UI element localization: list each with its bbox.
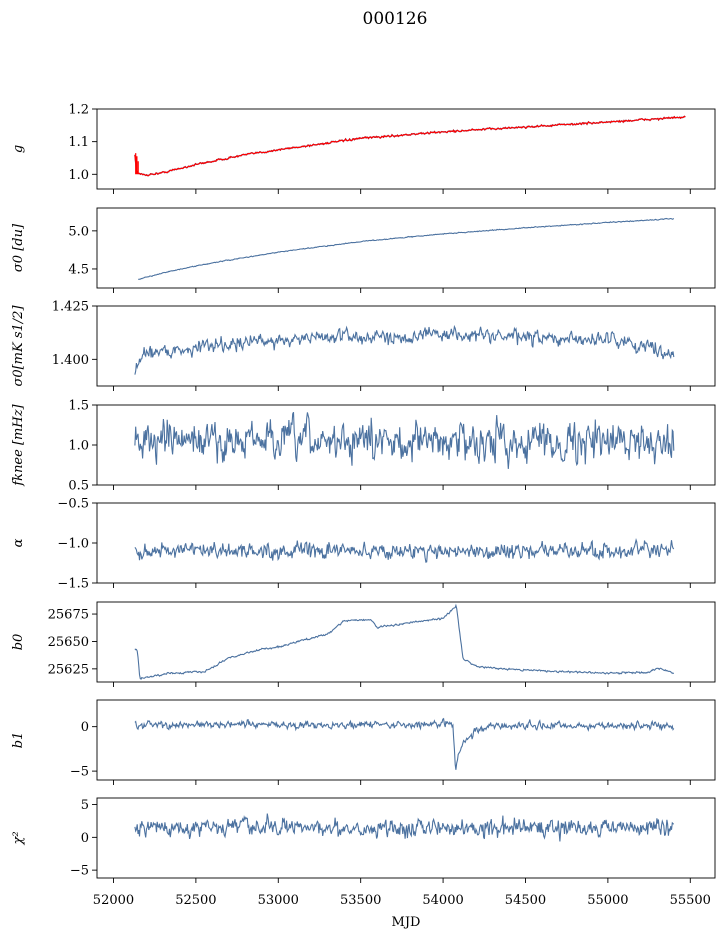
panel-5: −1.5 −1.0 −0.5 α: [11, 497, 716, 592]
y-axis-label: b0: [11, 634, 26, 651]
series-line-8: [134, 813, 675, 842]
x-axis-label: MJD: [392, 915, 421, 930]
panel-6: 25625 25650 25675 b0: [11, 601, 716, 687]
y-tick-label: 4.5: [68, 262, 89, 277]
series-line-5: [134, 538, 675, 563]
y-tick-label: 25625: [48, 662, 89, 677]
y-axis-label: fknee [mHz]: [11, 403, 26, 486]
panel-frame-2: [96, 207, 716, 289]
x-tick-label: 54500: [505, 893, 546, 908]
panel-2: 4.5 5.0 σ0 [du]: [11, 207, 716, 293]
y-tick-label: −5: [70, 864, 89, 879]
panel-frame-4: [96, 404, 716, 486]
x-tick-label: 54000: [422, 893, 463, 908]
series-line-6: [134, 603, 675, 680]
panels: 1.0 1.1 1.2 g 4.5 5.0 σ0 [du] 1.400 1.425 σ0[mK s…: [11, 103, 716, 883]
x-tick-label: 53000: [258, 893, 299, 908]
y-tick-label: 25650: [48, 635, 89, 650]
chart-title: 000126: [363, 9, 428, 29]
series-line-2: [138, 217, 675, 280]
panel-frame-6: [96, 601, 716, 683]
y-tick-label: 1.425: [52, 300, 89, 315]
y-tick-label: 5.0: [68, 224, 89, 239]
panel-8: −5 0 5 χ²: [11, 797, 716, 883]
y-tick-label: −0.5: [57, 497, 89, 512]
x-tick-label: 52000: [93, 893, 134, 908]
y-tick-label: 1.1: [68, 135, 89, 150]
x-tick-label: 55500: [670, 893, 711, 908]
panel-frame-7: [96, 699, 716, 781]
y-tick-label: 1.0: [68, 168, 89, 183]
y-axis-label: σ0[mK s1/2]: [11, 305, 26, 387]
panel-frame-5: [96, 502, 716, 584]
y-tick-label: 0: [81, 831, 89, 846]
y-tick-label: 0.5: [68, 479, 89, 494]
panel-1: 1.0 1.1 1.2 g: [11, 103, 716, 194]
y-axis-label: b1: [11, 732, 26, 749]
panel-7: −5 0 b1: [11, 699, 716, 785]
series-line-7: [134, 717, 675, 770]
y-axis-label: α: [11, 538, 26, 547]
panel-frame-3: [96, 305, 716, 387]
x-tick-label: 52500: [175, 893, 216, 908]
y-tick-label: 1.2: [68, 103, 89, 118]
panel-frame-8: [96, 797, 716, 879]
y-tick-label: −5: [70, 765, 89, 780]
x-tick-label: 55000: [587, 893, 628, 908]
y-tick-label: −1.0: [57, 537, 89, 552]
series-line-1-base: [134, 115, 686, 177]
y-tick-label: 1.0: [68, 439, 89, 454]
series-line-1-overlay: [134, 115, 686, 177]
x-axis-ticks: 52000 52500 53000 53500 54000 54500 55000 55500: [93, 893, 711, 908]
y-tick-label: 0: [81, 720, 89, 735]
y-axis-label: χ²: [11, 831, 26, 845]
x-tick-label: 53500: [340, 893, 381, 908]
y-tick-label: 5: [81, 798, 89, 813]
y-tick-label: 1.5: [68, 399, 89, 414]
y-axis-label: g: [11, 145, 26, 153]
y-tick-label: −1.5: [57, 577, 89, 592]
y-tick-label: 1.400: [52, 353, 89, 368]
series-line-3: [134, 324, 675, 375]
panel-3: 1.400 1.425 σ0[mK s1/2]: [11, 300, 716, 391]
panel-frame-1: [96, 108, 716, 190]
series-line-4: [134, 411, 675, 469]
y-axis-label: σ0 [du]: [11, 223, 26, 272]
panel-4: 0.5 1.0 1.5 fknee [mHz]: [11, 399, 716, 494]
y-tick-label: 25675: [48, 608, 89, 623]
